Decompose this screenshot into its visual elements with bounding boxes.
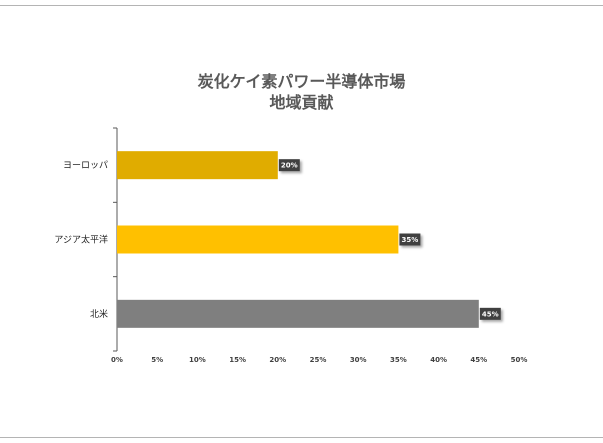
category-label: ヨーロッパ — [63, 160, 108, 171]
bar — [117, 299, 479, 328]
bar — [117, 225, 399, 254]
category-label: 北米 — [90, 308, 108, 320]
x-tick-label: 5% — [151, 356, 163, 364]
x-tick-label: 35% — [390, 356, 407, 364]
x-tick-label: 20% — [269, 356, 286, 364]
chart-title-line-2: 地域貢献 — [269, 93, 334, 112]
data-label-box — [479, 307, 501, 320]
x-tick-label: 10% — [189, 356, 206, 364]
data-label: 35% — [402, 236, 419, 244]
data-label: 20% — [281, 162, 298, 170]
data-label-box — [399, 233, 421, 246]
chart-title-line-1: 炭化ケイ素パワー半導体市場 — [197, 72, 406, 91]
top-border-line — [0, 5, 603, 6]
x-tick-label: 0% — [111, 356, 123, 364]
x-tick-label: 40% — [430, 356, 447, 364]
x-tick-label: 25% — [310, 356, 327, 364]
bottom-border-line — [0, 437, 603, 438]
x-tick-label: 15% — [229, 356, 246, 364]
x-tick-label: 45% — [470, 356, 487, 364]
data-label: 45% — [482, 310, 499, 318]
bar — [117, 151, 278, 180]
category-label: アジア太平洋 — [54, 234, 108, 246]
x-tick-label: 30% — [350, 356, 367, 364]
x-tick-label: 50% — [511, 356, 528, 364]
data-label-box — [278, 159, 300, 172]
